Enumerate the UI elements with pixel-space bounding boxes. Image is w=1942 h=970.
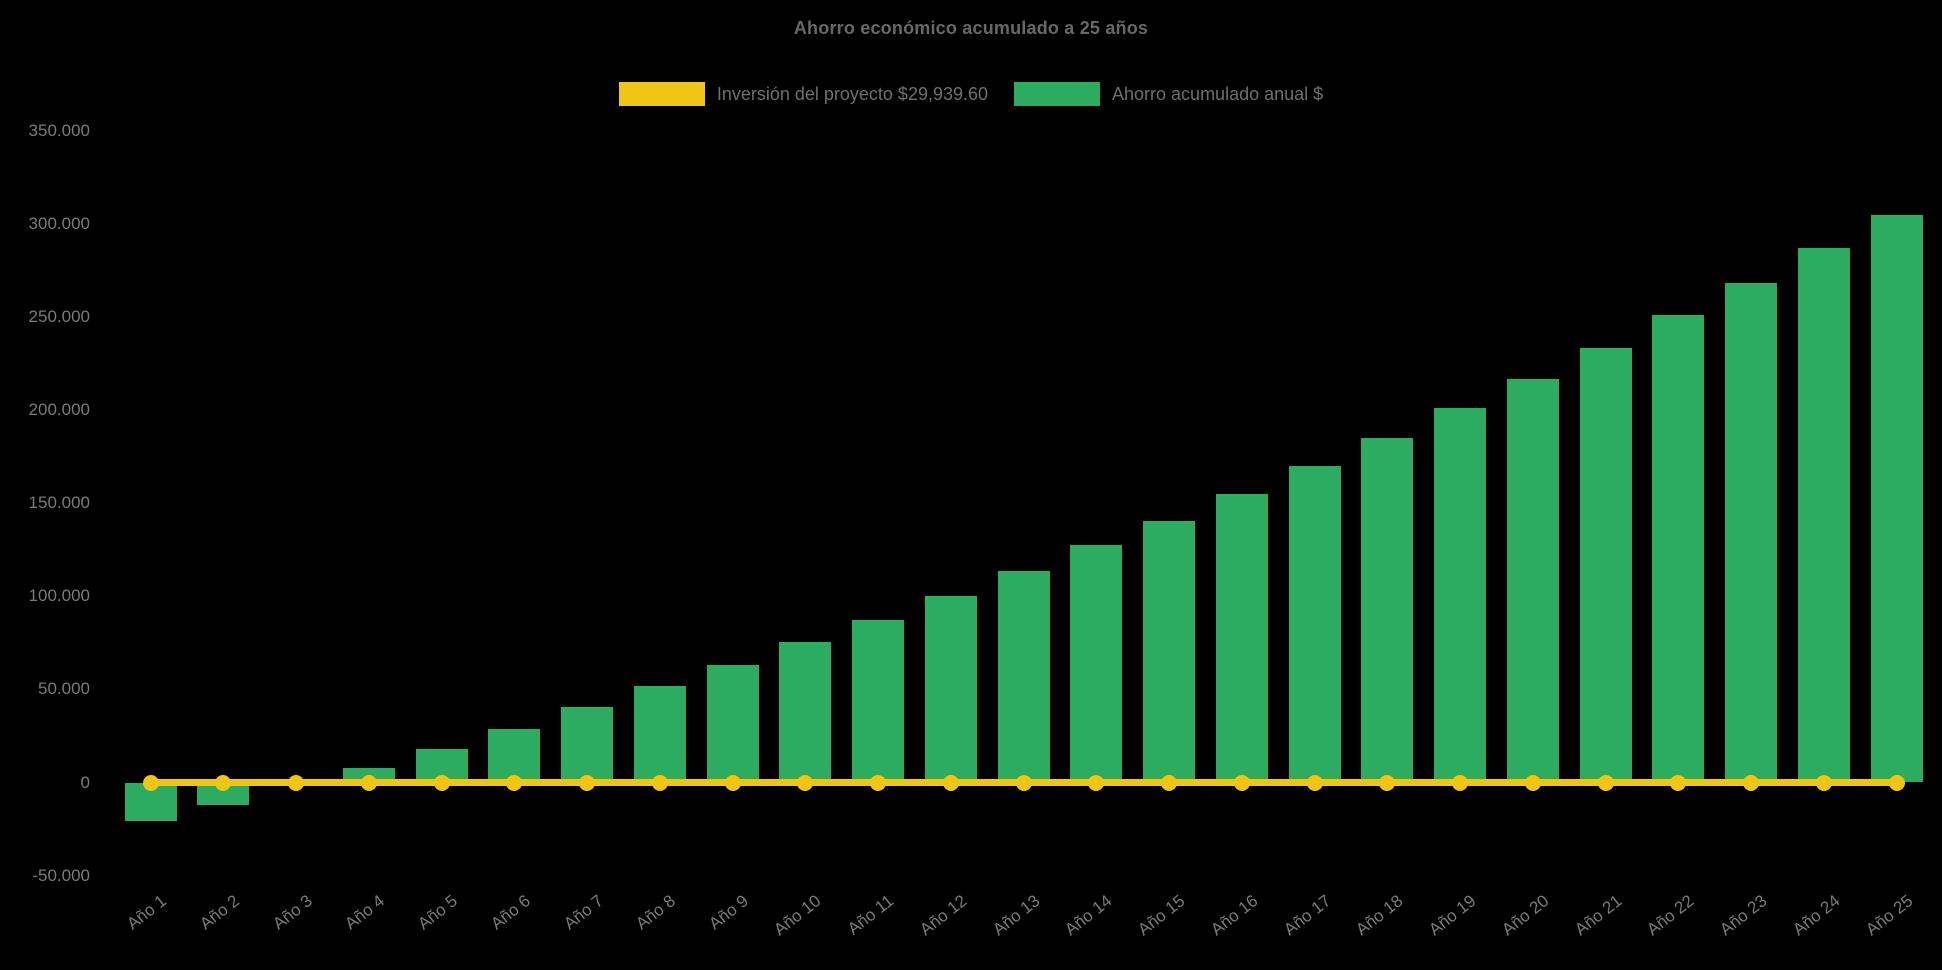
legend-swatch-icon [1014, 82, 1101, 106]
legend-item-investment[interactable]: Inversión del proyecto $29,939.60 [618, 82, 989, 106]
bar-savings-year-18 [1361, 438, 1414, 783]
y-axis-tick-label: 150.000 [28, 493, 90, 513]
bar-savings-year-25 [1870, 214, 1923, 783]
x-axis-tick-label: Año 9 [705, 891, 753, 934]
bar-savings-year-15 [1143, 520, 1195, 783]
y-axis-tick-label: 0 [80, 772, 90, 792]
x-axis-tick-label: Año 8 [632, 891, 680, 934]
bar-savings-year-12 [924, 596, 977, 783]
bar-savings-year-9 [706, 665, 759, 783]
investment-point-year-23 [1743, 774, 1759, 791]
y-axis-tick-label: 300.000 [28, 214, 90, 234]
investment-point-year-2 [215, 774, 232, 791]
investment-point-year-18 [1379, 774, 1396, 791]
investment-point-year-14 [1088, 774, 1105, 791]
investment-point-year-25 [1888, 774, 1905, 791]
bar-savings-year-24 [1797, 248, 1850, 783]
x-axis-tick-label: Año 16 [1207, 891, 1262, 940]
bar-savings-year-2 [197, 782, 250, 805]
investment-point-year-16 [1233, 774, 1250, 791]
investment-point-year-6 [506, 774, 523, 791]
bar-savings-year-14 [1070, 545, 1123, 783]
investment-point-year-7 [579, 774, 595, 791]
bar-savings-year-11 [852, 619, 904, 783]
bar-savings-year-17 [1288, 466, 1341, 783]
bar-savings-year-22 [1652, 315, 1705, 783]
x-axis-tick-label: Año 1 [123, 891, 171, 934]
investment-point-year-15 [1161, 774, 1177, 791]
investment-point-year-24 [1815, 774, 1832, 791]
legend-label: Ahorro acumulado anual $ [1112, 83, 1324, 104]
investment-point-year-5 [433, 774, 450, 791]
x-axis-tick-label: Año 22 [1643, 891, 1698, 940]
x-axis-tick-label: Año 24 [1789, 891, 1844, 940]
investment-point-year-12 [942, 774, 959, 791]
bar-savings-year-23 [1725, 282, 1777, 783]
legend: Inversión del proyecto $29,939.60 Ahorro … [0, 82, 1942, 106]
investment-point-year-8 [651, 774, 668, 791]
x-axis-tick-label: Año 6 [487, 891, 534, 934]
investment-point-year-22 [1670, 774, 1687, 791]
x-axis-tick-label: Año 13 [988, 891, 1044, 940]
y-axis-tick-label: -50.000 [32, 865, 90, 885]
investment-point-year-17 [1306, 774, 1323, 791]
bar-savings-year-20 [1506, 378, 1559, 783]
y-axis-tick-label: 100.000 [28, 586, 90, 606]
chart-title: Ahorro económico acumulado a 25 años [793, 18, 1149, 38]
y-axis-tick-label: 50.000 [38, 679, 90, 699]
bar-savings-year-8 [633, 685, 686, 783]
x-axis-tick-label: Año 21 [1570, 891, 1626, 940]
investment-point-year-21 [1597, 774, 1614, 791]
x-axis-tick-label: Año 11 [844, 891, 898, 939]
investment-point-year-20 [1524, 774, 1541, 791]
investment-point-year-4 [360, 774, 377, 791]
x-axis-tick-label: Año 18 [1352, 891, 1407, 940]
x-axis-tick-label: Año 7 [559, 891, 607, 934]
x-axis-tick-label: Año 4 [341, 891, 389, 934]
y-axis-tick-label: 200.000 [28, 400, 90, 420]
x-axis-tick-label: Año 23 [1716, 891, 1771, 940]
x-axis-tick-label: Año 10 [770, 891, 825, 940]
x-axis-tick-label: Año 19 [1425, 891, 1480, 940]
investment-point-year-13 [1015, 774, 1032, 791]
legend-item-savings[interactable]: Ahorro acumulado anual $ [1014, 82, 1323, 106]
investment-point-year-19 [1452, 774, 1468, 791]
bar-savings-year-19 [1434, 408, 1486, 783]
y-axis-tick-label: 350.000 [28, 121, 90, 140]
x-axis-tick-label: Año 14 [1061, 891, 1116, 940]
bar-savings-year-7 [561, 707, 613, 783]
investment-point-year-9 [724, 774, 741, 791]
bar-savings-year-13 [997, 571, 1050, 783]
bar-savings-year-16 [1215, 493, 1268, 783]
bar-savings-year-10 [779, 641, 832, 783]
legend-label: Inversión del proyecto $29,939.60 [716, 83, 989, 104]
investment-point-year-11 [870, 774, 886, 791]
x-axis-tick-label: Año 12 [916, 891, 971, 940]
bar-savings-year-21 [1579, 347, 1632, 783]
investment-point-year-3 [288, 774, 304, 791]
investment-point-year-10 [797, 774, 814, 791]
legend-swatch-icon [618, 82, 705, 106]
x-axis-tick-label: Año 20 [1498, 891, 1553, 940]
y-axis-tick-label: 250.000 [28, 307, 90, 327]
bar-savings-year-6 [488, 728, 541, 783]
x-axis-tick-label: Año 3 [268, 891, 316, 934]
x-axis-tick-label: Año 17 [1279, 891, 1335, 940]
x-axis-tick-label: Año 5 [414, 891, 462, 934]
x-axis-tick-label: Año 2 [196, 891, 243, 934]
x-axis-tick-label: Año 15 [1134, 891, 1189, 940]
investment-point-year-1 [142, 774, 159, 791]
x-axis-tick-label: Año 25 [1861, 891, 1917, 940]
